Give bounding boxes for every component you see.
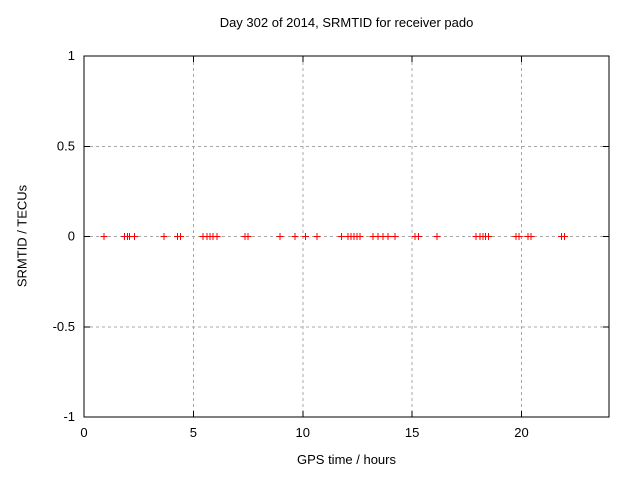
data-point-marker [130,233,138,240]
data-point-marker [244,233,252,240]
data-point-marker [177,233,185,240]
x-tick-label: 10 [296,425,310,440]
data-point-marker [527,233,535,240]
x-tick-label: 0 [80,425,87,440]
x-axis-label: GPS time / hours [297,452,396,467]
chart-title: Day 302 of 2014, SRMTID for receiver pad… [219,15,474,30]
y-tick-label: 0 [68,229,75,244]
data-point-marker [561,233,569,240]
data-point-marker [276,233,284,240]
data-point-marker [515,233,523,240]
data-point-marker [414,233,422,240]
x-tick-label: 20 [514,425,528,440]
y-tick-label: 0.5 [57,138,75,153]
plot-border [83,55,610,418]
data-point-marker [433,233,441,240]
y-tick-label: -1 [63,409,75,424]
data-point-marker [384,233,392,240]
data-point-marker [302,233,310,240]
x-tick-label: 15 [405,425,419,440]
data-point-marker [338,233,346,240]
x-tick-label: 5 [190,425,197,440]
y-tick-label: 1 [68,48,75,63]
data-point-marker [100,233,108,240]
data-point-marker [213,233,221,240]
data-point-marker [485,233,493,240]
data-point-marker [160,233,168,240]
y-tick-label: -0.5 [53,319,75,334]
data-point-marker [391,233,399,240]
data-point-marker [313,233,321,240]
data-point-marker [356,233,364,240]
data-point-marker [291,233,299,240]
